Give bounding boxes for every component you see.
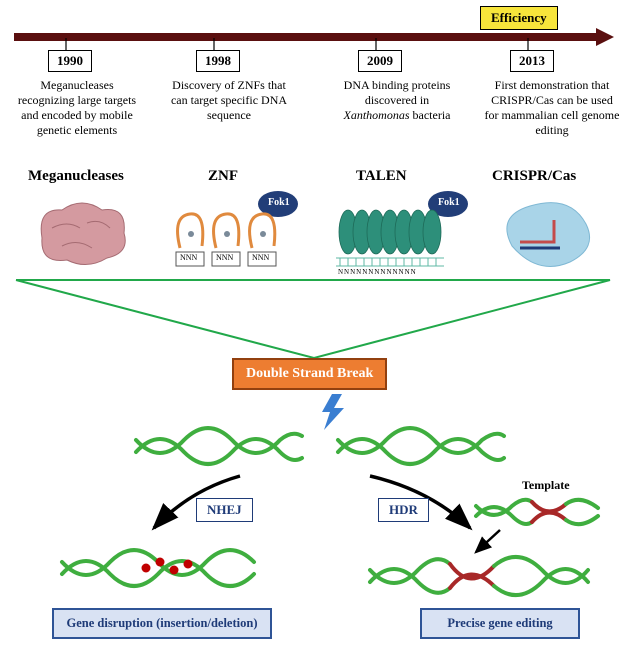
meganuclease-icon <box>32 198 132 270</box>
desc-2009-b: bacteria <box>410 108 451 122</box>
desc-2009-italic: Xanthomonas <box>344 108 410 122</box>
tech-znf: ZNF <box>208 168 238 185</box>
nhej-label: NHEJ <box>196 498 253 522</box>
crispr-icon <box>490 196 600 274</box>
tech-talen: TALEN <box>356 168 407 185</box>
outcome-nhej: Gene disruption (insertion/deletion) <box>52 608 272 639</box>
desc-2009: DNA binding proteins discovered in Xanth… <box>334 78 460 123</box>
desc-2013: First demonstration that CRISPR/Cas can … <box>484 78 620 138</box>
year-1990: 1990 <box>48 50 92 72</box>
template-label: Template <box>522 478 570 493</box>
efficiency-badge: Efficiency <box>480 6 558 30</box>
talen-fok1-label: Fok1 <box>438 197 460 208</box>
znf-nnn-3: NNN <box>252 253 269 262</box>
outcome-hdr: Precise gene editing <box>420 608 580 639</box>
year-1998: 1998 <box>196 50 240 72</box>
znf-nnn-1: NNN <box>180 253 197 262</box>
desc-2009-a: DNA binding proteins discovered in <box>344 78 451 107</box>
year-2013: 2013 <box>510 50 554 72</box>
template-dna <box>470 494 610 528</box>
hdr-label: HDR <box>378 498 429 522</box>
desc-1998: Discovery of ZNFs that can target specif… <box>166 78 292 123</box>
dsb-box: Double Strand Break <box>232 358 387 390</box>
znf-fok1-label: Fok1 <box>268 197 290 208</box>
tech-meganucleases: Meganucleases <box>28 168 124 185</box>
pathway-arrows <box>110 470 530 540</box>
desc-1990: Meganucleases recognizing large targets … <box>12 78 142 138</box>
broken-dna <box>130 418 510 474</box>
tech-crispr: CRISPR/Cas <box>492 168 576 185</box>
hdr-result-dna <box>364 548 594 598</box>
znf-nnn-2: NNN <box>216 253 233 262</box>
talen-nnn: NNNNNNNNNNNNN <box>338 268 417 276</box>
nhej-result-dna <box>56 540 276 590</box>
converge-triangle <box>14 278 612 362</box>
year-2009: 2009 <box>358 50 402 72</box>
